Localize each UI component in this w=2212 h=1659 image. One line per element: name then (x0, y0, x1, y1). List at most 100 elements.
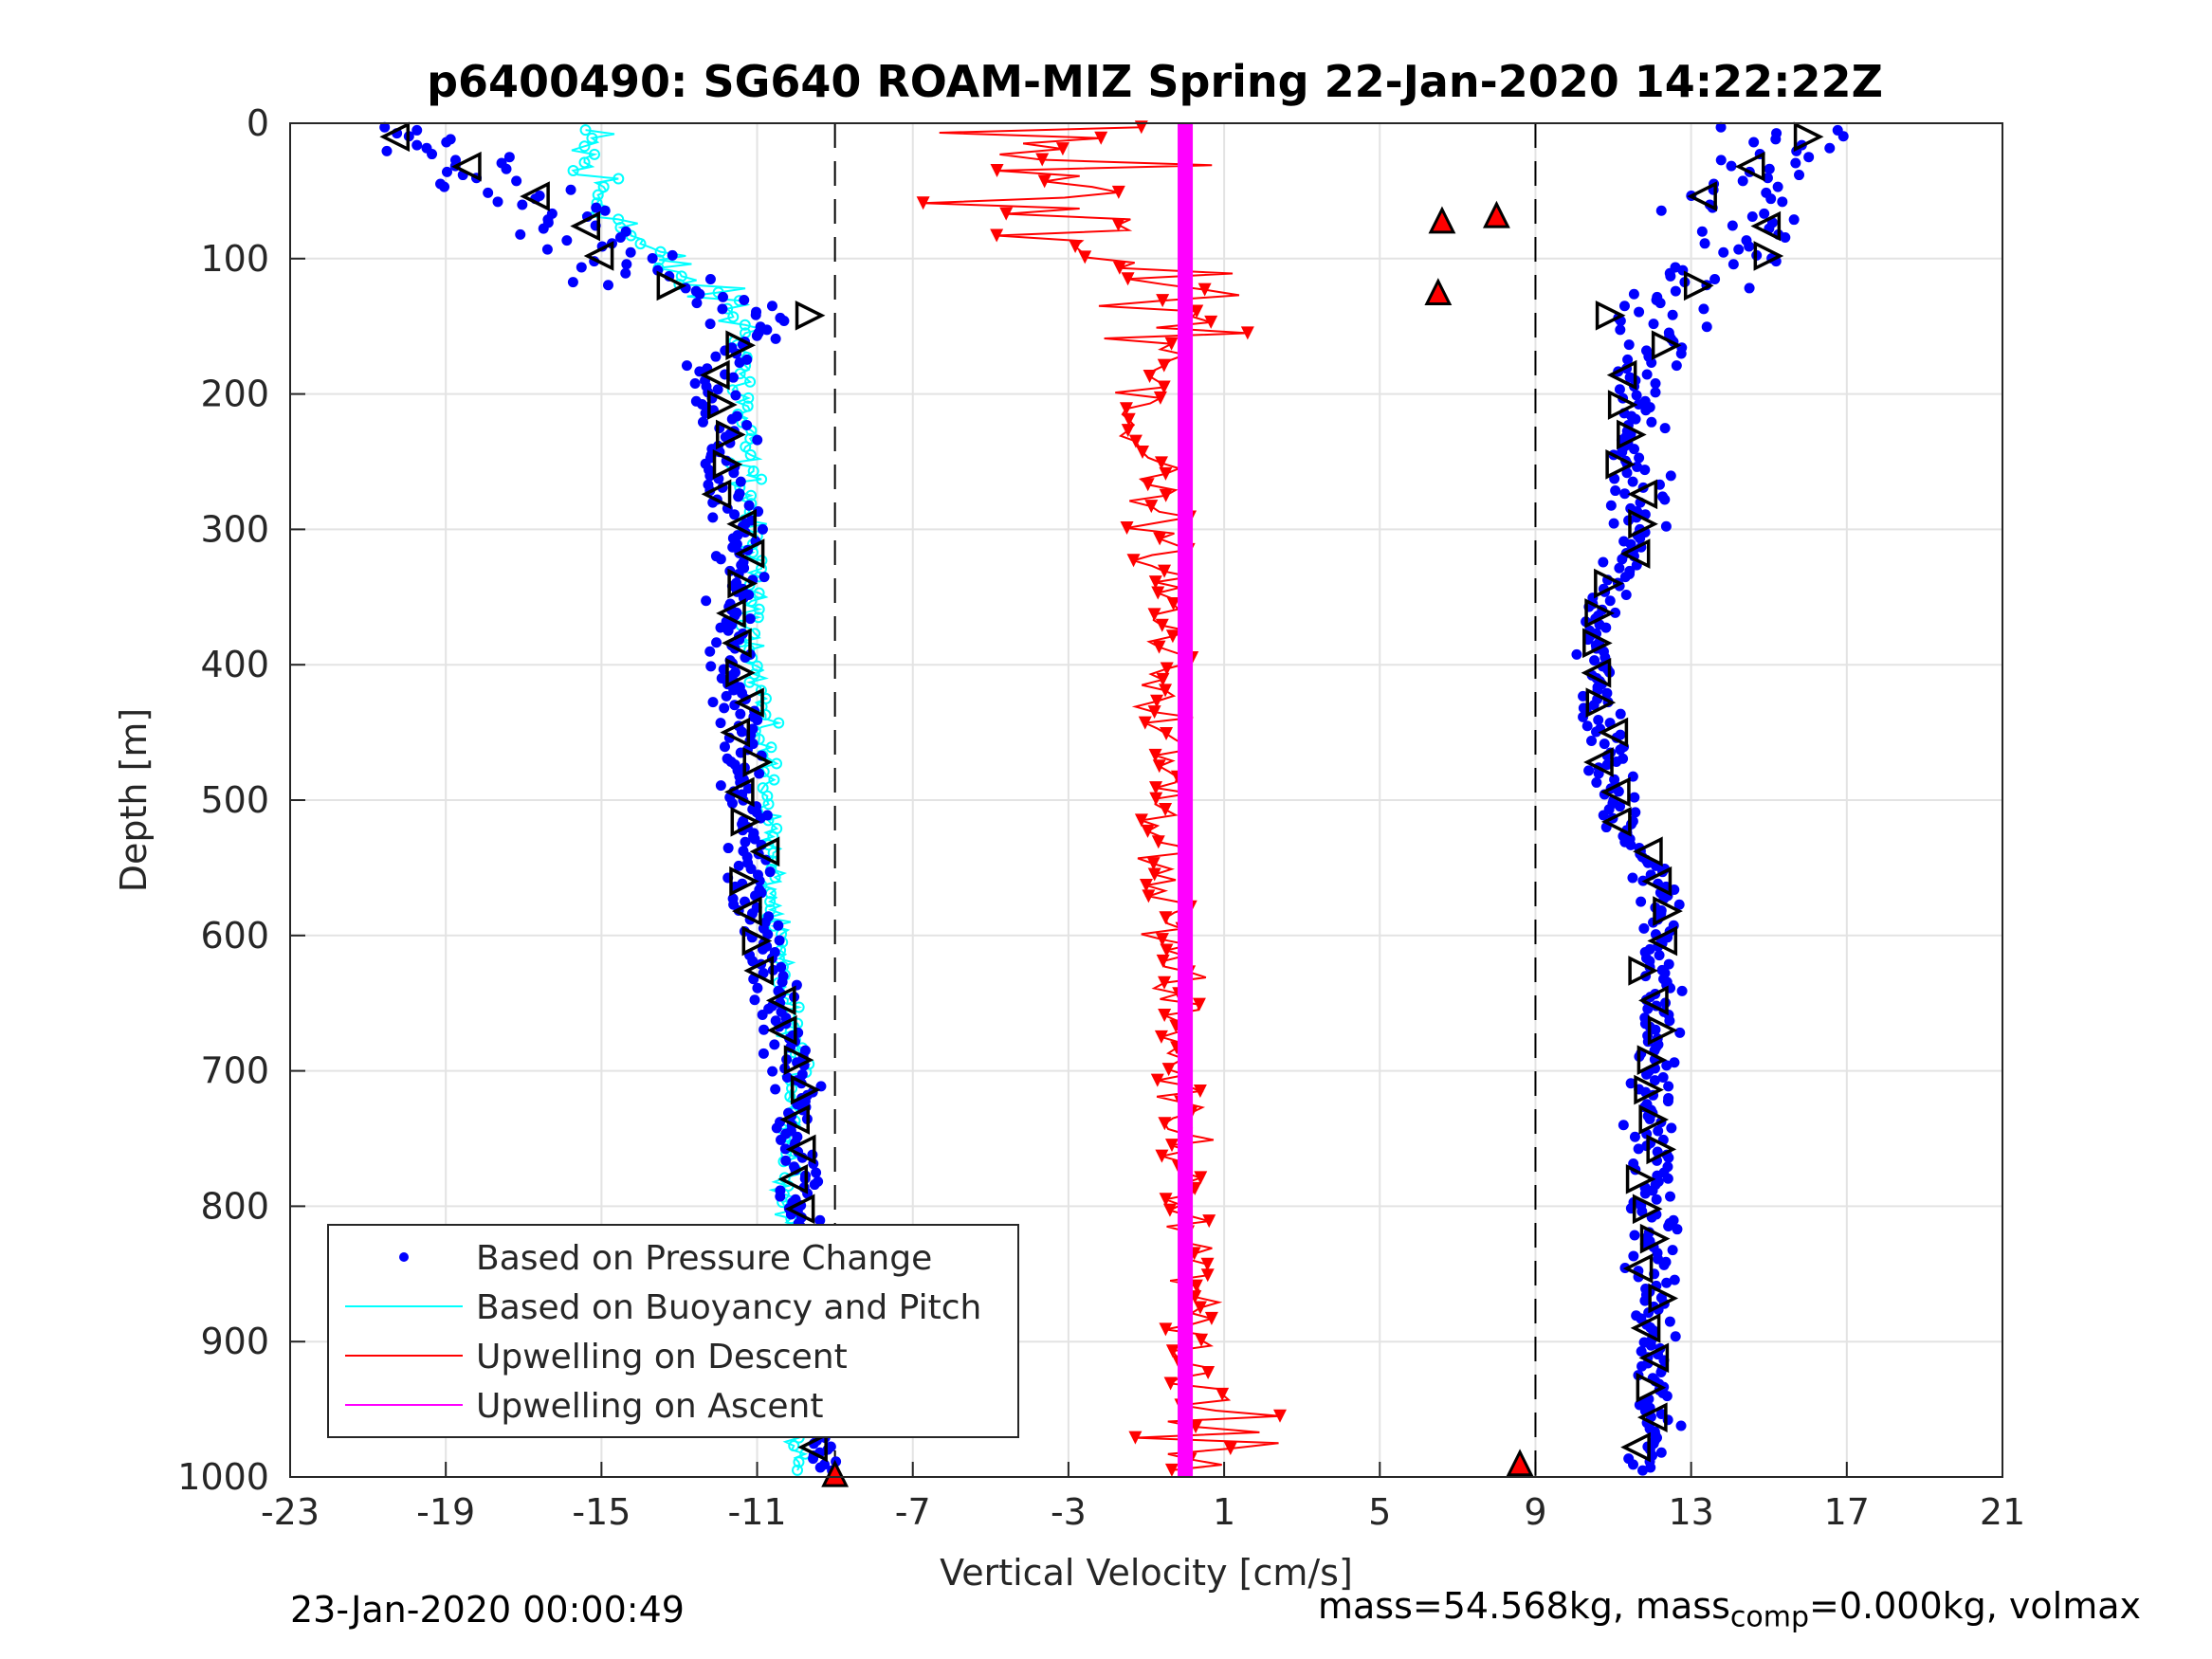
pressure-change-point-ascent (1655, 1447, 1667, 1458)
upwelling-descent-marker (1165, 629, 1179, 644)
y-tick-label: 200 (200, 374, 269, 415)
pressure-change-point (621, 259, 632, 270)
pressure-change-point-ascent (1633, 1143, 1644, 1155)
direction-marker (1620, 1431, 1651, 1463)
pressure-change-point (704, 646, 716, 657)
direction-marker (734, 538, 765, 569)
pressure-change-point-ascent (1676, 985, 1688, 996)
pressure-change-point-ascent (1586, 735, 1598, 746)
upwelling-descent-marker (990, 228, 1004, 243)
direction-marker (712, 449, 743, 480)
direction-marker (1651, 330, 1682, 361)
pressure-change-point-ascent (1601, 759, 1613, 771)
pressure-change-point (776, 961, 787, 973)
pressure-change-point (733, 491, 744, 502)
pressure-change-point-ascent (1744, 283, 1755, 294)
direction-marker (1641, 866, 1673, 897)
direction-marker (797, 1431, 828, 1463)
pressure-change-point-ascent (1633, 398, 1644, 410)
buoyancy-pitch-point (567, 164, 579, 176)
pressure-change-point (757, 523, 768, 535)
direction-marker (1636, 1402, 1668, 1432)
upwelling-descent-marker (1164, 1463, 1179, 1477)
outlier-marker (1506, 1449, 1534, 1477)
pressure-change-point-ascent (1615, 801, 1626, 812)
pressure-change-point-ascent (1664, 1316, 1675, 1327)
pressure-change-point-ascent (1630, 807, 1641, 818)
pressure-change-point (739, 294, 750, 305)
x-tick-label: 1 (1213, 1491, 1235, 1533)
buoyancy-pitch-point (784, 1090, 796, 1103)
footer-timestamp: 23-Jan-2020 00:00:49 (290, 1589, 685, 1631)
pressure-change-point (705, 661, 717, 672)
pressure-change-point (751, 330, 762, 341)
pressure-change-point (492, 196, 503, 208)
pressure-change-point-ascent (1777, 196, 1788, 208)
buoyancy-pitch-point (792, 1464, 804, 1476)
pressure-change-point-ascent (1715, 121, 1727, 133)
direction-marker (779, 1104, 810, 1135)
direction-marker (730, 807, 761, 837)
upwelling-descent-marker (1160, 943, 1174, 957)
buoyancy-pitch-point (764, 896, 777, 908)
upwelling-descent-marker (1122, 412, 1136, 427)
upwelling-descent-marker (1078, 250, 1092, 264)
pressure-change-point (722, 625, 734, 636)
pressure-change-point (777, 976, 788, 988)
pressure-change-point-ascent (1645, 1340, 1656, 1351)
pressure-change-point-ascent (1608, 518, 1619, 529)
pressure-change-point-ascent (1578, 711, 1589, 722)
upwelling-descent-marker (1160, 662, 1174, 676)
upwelling-descent-marker (1204, 315, 1218, 329)
upwelling-descent-marker (1144, 500, 1159, 514)
direction-marker (1636, 1045, 1668, 1076)
pressure-change-point-ascent (1630, 413, 1641, 425)
pressure-change-point-ascent (1670, 285, 1681, 297)
pressure-change-point-ascent (1675, 1420, 1687, 1431)
direction-marker (783, 1045, 814, 1076)
upwelling-descent-marker (1155, 1149, 1169, 1163)
buoyancy-pitch-point (753, 603, 765, 615)
x-tick-label: 17 (1824, 1491, 1870, 1533)
direction-marker (1622, 1253, 1654, 1284)
upwelling-descent-marker (1111, 218, 1125, 232)
direction-marker (1628, 956, 1659, 986)
pressure-change-point-ascent (1650, 1024, 1661, 1035)
buoyancy-pitch-point (793, 1456, 805, 1468)
x-tick-label: -3 (1051, 1491, 1087, 1533)
upwelling-descent-marker (1037, 174, 1051, 189)
upwelling-descent-marker (1164, 1139, 1179, 1153)
pressure-change-point-ascent (1654, 950, 1665, 961)
y-tick-label: 100 (200, 238, 269, 280)
pressure-change-point (771, 1122, 782, 1134)
upwelling-descent-marker (1149, 792, 1163, 806)
pressure-change-point-ascent (1639, 1295, 1651, 1306)
upwelling-descent-marker (1160, 727, 1174, 741)
direction-marker (1750, 210, 1782, 242)
legend-label: Based on Pressure Change (476, 1239, 932, 1278)
buoyancy-pitch-point (745, 489, 758, 501)
upwelling-descent-marker (1135, 446, 1149, 460)
x-tick-label: -19 (416, 1491, 475, 1533)
legend-label: Upwelling on Descent (476, 1338, 848, 1376)
pressure-change-point-ascent (1663, 1221, 1674, 1232)
upwelling-descent-marker (1162, 1203, 1177, 1217)
upwelling-descent-marker (1159, 466, 1173, 481)
pressure-change-point-ascent (1589, 655, 1600, 666)
pressure-change-point (769, 1039, 780, 1050)
pressure-change-point-ascent (1653, 1125, 1664, 1137)
pressure-change-point (501, 163, 512, 174)
direction-marker (731, 896, 762, 926)
pressure-change-point (773, 920, 784, 931)
upwelling-descent-marker (1141, 478, 1155, 492)
pressure-change-point-ascent (1591, 776, 1602, 788)
direction-marker (715, 419, 746, 450)
chart-title: p6400490: SG640 ROAM-MIZ Spring 22-Jan-2… (427, 56, 1883, 107)
upwelling-descent-marker (1190, 304, 1204, 319)
pressure-change-point (515, 228, 526, 240)
pressure-change-point (704, 319, 716, 330)
direction-marker (1600, 776, 1631, 808)
upwelling-descent-marker (1189, 1279, 1203, 1293)
upwelling-descent-marker (1158, 1117, 1172, 1131)
pressure-change-point-ascent (1636, 896, 1647, 907)
